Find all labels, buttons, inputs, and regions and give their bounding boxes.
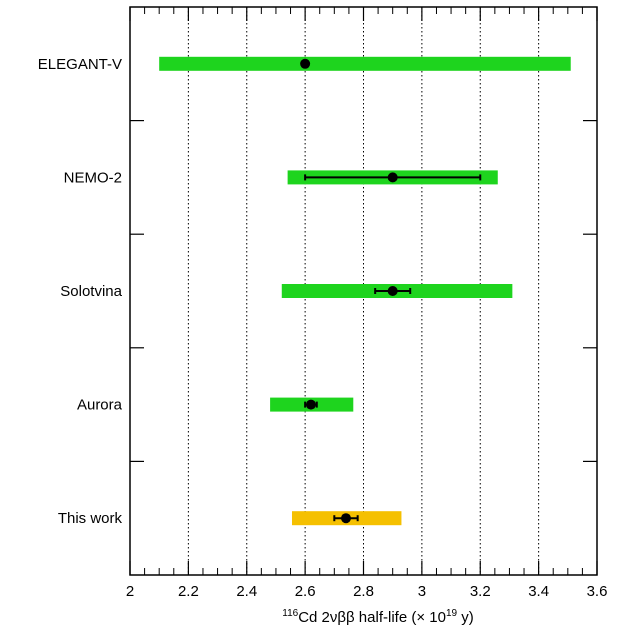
x-tick-label: 2.4 [236, 583, 257, 600]
x-axis-label-unit: y) [457, 609, 474, 626]
x-axis-label-main: Cd 2νββ half-life (× 10 [298, 609, 446, 626]
axis-ticks [129, 7, 598, 575]
x-axis-label-exponent: 19 [446, 608, 458, 619]
x-axis-label-isotope: 116 [282, 608, 298, 619]
x-tick-label: 3 [418, 583, 426, 600]
systematic-band [159, 56, 571, 71]
data-point [300, 58, 311, 69]
data-points [300, 58, 398, 524]
x-axis-label: 116Cd 2νββ half-life (× 1019 y) [282, 608, 474, 626]
data-point [387, 286, 398, 296]
x-tick-label: 2.2 [178, 583, 199, 600]
category-label: NEMO-2 [64, 169, 122, 186]
x-tick-label: 3.2 [470, 583, 491, 600]
category-label: Aurora [77, 397, 123, 414]
data-point [340, 513, 351, 524]
stat-error-bars [304, 174, 482, 522]
x-tick-labels: 2 2.2 2.4 2.6 2.8 3 3.2 3.4 3.6 [126, 583, 608, 600]
category-labels: ELEGANT-V NEMO-2 Solotvina Aurora This work [38, 56, 123, 527]
category-label: Solotvina [60, 283, 122, 300]
category-label: ELEGANT-V [38, 56, 122, 73]
x-tick-label: 2.6 [295, 583, 316, 600]
category-label: This work [58, 510, 123, 527]
x-tick-label: 3.4 [528, 583, 549, 600]
data-point [305, 399, 316, 410]
x-tick-label: 3.6 [587, 583, 608, 600]
data-point [387, 172, 398, 183]
systematic-bands [159, 56, 571, 526]
x-tick-label: 2 [126, 583, 134, 600]
x-tick-label: 2.8 [353, 583, 374, 600]
